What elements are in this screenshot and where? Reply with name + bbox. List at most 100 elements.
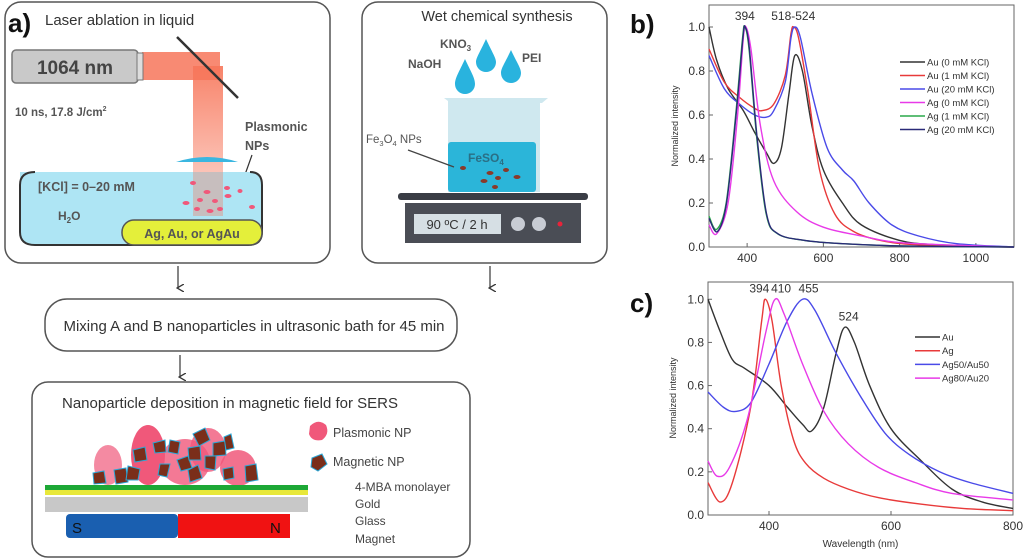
magnet-south xyxy=(66,514,178,538)
series-line xyxy=(707,299,1014,510)
legend-entry: Ag (1 mM KCl) xyxy=(927,112,989,123)
wet-chemical-panel: Wet chemical synthesis KNO3 NaOH PEI Fe3… xyxy=(361,1,608,264)
peak-annotation: 394 xyxy=(735,9,755,23)
magnet-s-label: S xyxy=(72,520,82,537)
kno3-label: KNO3 xyxy=(440,37,472,53)
peak-annotation: 518-524 xyxy=(771,9,815,23)
y-tick-label: 0.6 xyxy=(687,379,704,393)
x-tick-label: 800 xyxy=(1003,519,1023,533)
hotplate-display xyxy=(414,214,501,234)
panel-label-a: a) xyxy=(8,8,31,38)
y-tick-label: 1.0 xyxy=(688,20,705,34)
y-tick-label: 0.4 xyxy=(688,152,705,166)
peak-annotation: 394 xyxy=(749,281,769,295)
y-tick-label: 0.2 xyxy=(687,465,704,479)
legend-magnetic: Magnetic NP xyxy=(333,455,405,469)
laser-wavelength: 1064 nm xyxy=(37,58,113,79)
y-tick-label: 0.6 xyxy=(688,108,705,122)
series-line xyxy=(707,298,1014,495)
plasmonic-nps xyxy=(182,181,255,213)
legend-entry: Au (1 mM KCl) xyxy=(927,71,989,82)
chart-b: b) 400 600 800 1000 0.0 0.2 0.4 0.6 0.8 1.0 Normali… xyxy=(630,4,1015,265)
monolayer-layer xyxy=(45,485,308,490)
layer-label: Gold xyxy=(355,497,380,511)
laser-params: 10 ns, 17.8 J/cm2 xyxy=(15,106,107,119)
naoh-label: NaOH xyxy=(408,57,441,71)
feso4-label: FeSO4 xyxy=(468,151,504,167)
wet-title: Wet chemical synthesis xyxy=(421,9,572,25)
chart-panel-label: b) xyxy=(630,9,655,39)
series-line xyxy=(708,26,1015,248)
lens xyxy=(176,157,238,162)
knob-icon xyxy=(532,217,546,231)
series-line xyxy=(707,298,1014,512)
chart-panel-label: c) xyxy=(630,288,653,318)
x-tick-label: 400 xyxy=(737,251,757,265)
y-tick-label: 0.0 xyxy=(687,508,704,522)
x-tick-label: 600 xyxy=(813,251,833,265)
target-label: Ag, Au, or AgAu xyxy=(144,227,240,241)
y-tick-label: 0.2 xyxy=(688,196,705,210)
layer-label: 4-MBA monolayer xyxy=(355,480,450,494)
y-axis-label: Normalized intensity xyxy=(670,85,680,167)
h2o-label: H2O xyxy=(58,209,80,225)
fe3o4-label: Fe3O4 NPs xyxy=(366,134,422,148)
y-axis-label: Normalized intensity xyxy=(668,357,678,439)
hotplate-top xyxy=(398,193,588,200)
mixing-text: Mixing A and B nanoparticles in ultrason… xyxy=(63,318,444,335)
plot-frame xyxy=(707,281,1014,516)
np-label-1: Plasmonic xyxy=(245,120,308,134)
target-pill xyxy=(121,219,263,246)
y-tick-label: 0.8 xyxy=(688,64,705,78)
mirror xyxy=(176,36,239,99)
magnetic-np-cluster xyxy=(92,427,259,485)
glass-layer xyxy=(45,497,308,512)
series-line xyxy=(707,297,1014,501)
legend-entry: Ag80/Au20 xyxy=(942,374,989,385)
legend-entry: Ag (20 mM KCl) xyxy=(927,125,995,136)
hotplate-display-text: 90 ºC / 2 h xyxy=(426,217,487,232)
x-tick-label: 400 xyxy=(759,519,779,533)
legend-entry: Au (0 mM KCl) xyxy=(927,58,989,69)
deposition-panel: Nanoparticle deposition in magnetic fiel… xyxy=(31,381,471,558)
deposition-title: Nanoparticle deposition in magnetic fiel… xyxy=(62,395,398,412)
laser-title: Laser ablation in liquid xyxy=(45,12,194,29)
y-tick-label: 0.8 xyxy=(687,335,704,349)
knob-icon xyxy=(511,217,525,231)
laser-ablation-panel: a) Laser ablation in liquid 1064 nm 10 n… xyxy=(4,1,331,264)
beaker-liquid xyxy=(448,142,536,192)
legend-entry: Ag xyxy=(942,346,954,357)
x-axis-label: Wavelength (nm) xyxy=(823,539,899,550)
peak-annotation: 455 xyxy=(799,281,819,295)
peak-annotation: 410 xyxy=(771,281,791,295)
peak-annotation: 524 xyxy=(839,309,859,323)
layer-label: Glass xyxy=(355,514,386,528)
x-tick-label: 1000 xyxy=(963,251,990,265)
magnet-north xyxy=(178,514,290,538)
y-tick-label: 0.4 xyxy=(687,422,704,436)
legend-entry: Au xyxy=(942,333,954,344)
legend-plasmonic: Plasmonic NP xyxy=(333,426,412,440)
gold-layer xyxy=(45,490,308,495)
layer-label: Magnet xyxy=(355,532,396,546)
series-line xyxy=(708,25,1015,248)
x-tick-label: 600 xyxy=(881,519,901,533)
drops xyxy=(455,39,521,94)
series-line xyxy=(708,25,1015,248)
magnetic-np-legend-icon xyxy=(310,453,328,472)
mixing-step: Mixing A and B nanoparticles in ultrason… xyxy=(44,298,458,352)
y-tick-label: 1.0 xyxy=(687,292,704,306)
magnet-n-label: N xyxy=(270,520,281,537)
x-tick-label: 800 xyxy=(890,251,910,265)
legend-entry: Ag50/Au50 xyxy=(942,360,989,371)
legend-entry: Ag (0 mM KCl) xyxy=(927,98,989,109)
pei-label: PEI xyxy=(522,51,541,65)
chart-c: c) 400 600 800 0.0 0.2 0.4 0.6 0.8 1.0 Normalized … xyxy=(630,281,1023,550)
plasmonic-np-legend-icon xyxy=(309,421,328,441)
indicator-light-icon xyxy=(557,221,563,227)
plot-frame xyxy=(708,4,1015,248)
np-label-2: NPs xyxy=(245,139,269,153)
fe3o4-nps xyxy=(460,166,521,189)
legend-entry: Au (20 mM KCl) xyxy=(927,85,995,96)
